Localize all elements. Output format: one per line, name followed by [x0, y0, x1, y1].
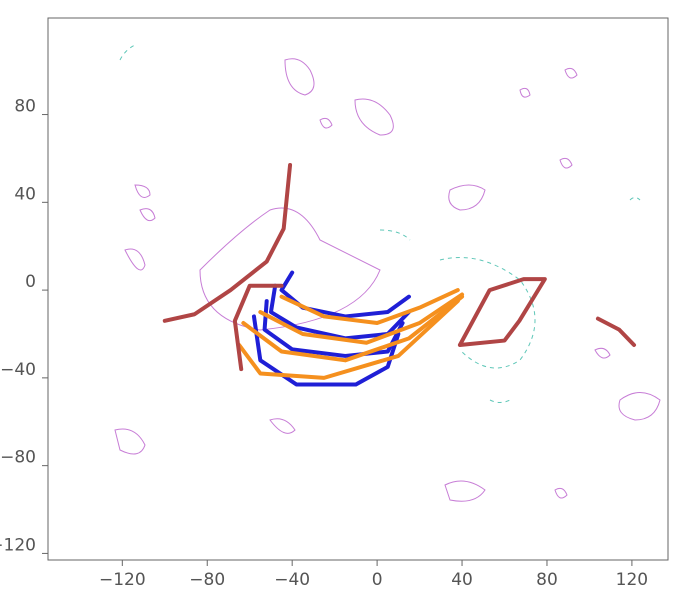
curve	[279, 270, 411, 319]
curve	[595, 316, 637, 347]
curve	[162, 163, 293, 323]
x-tick-label: 40	[451, 570, 473, 590]
curve	[279, 288, 460, 326]
y-tick-label: 80	[14, 97, 36, 117]
curve	[457, 277, 547, 347]
x-tick-label: 0	[372, 570, 383, 590]
x-tick-label: −80	[189, 570, 225, 590]
curve	[268, 283, 411, 341]
curve	[241, 294, 465, 363]
x-tick-label: −40	[274, 570, 310, 590]
curve	[258, 292, 465, 345]
y-tick-label: 0	[25, 272, 36, 292]
x-tick-label: −120	[99, 570, 146, 590]
x-tick-label: 120	[616, 570, 648, 590]
y-tick-label: −120	[0, 535, 36, 555]
y-tick-label: −80	[0, 448, 36, 468]
plot-frame	[47, 17, 669, 561]
contours	[114, 58, 661, 502]
dashed-contours	[119, 44, 641, 403]
curve	[232, 283, 284, 372]
y-tick-label: −40	[0, 360, 36, 380]
curve	[237, 299, 460, 380]
y-tick-label: 40	[14, 184, 36, 204]
curve	[251, 314, 401, 387]
x-tick-label: 80	[536, 570, 558, 590]
